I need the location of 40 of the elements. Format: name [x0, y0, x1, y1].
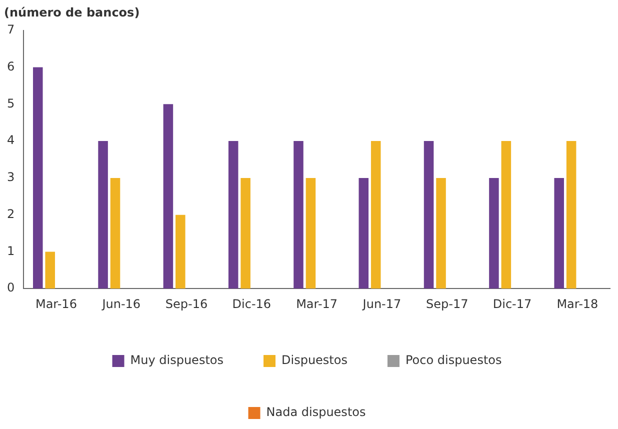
bar [228, 141, 238, 289]
bar [240, 178, 250, 289]
bar [554, 178, 564, 289]
x-tick-label: Dic-16 [232, 296, 272, 311]
legend-label: Dispuestos [281, 353, 348, 368]
x-tick-label: Mar-18 [556, 296, 598, 311]
x-tick-label: Sep-16 [165, 296, 208, 311]
bar [163, 104, 174, 289]
bar [98, 141, 108, 289]
bar [501, 141, 512, 289]
y-tick-label: 7 [6, 22, 15, 37]
bar [424, 141, 434, 289]
bar [306, 178, 316, 289]
bar [176, 214, 186, 289]
y-tick-label: 6 [6, 59, 15, 74]
x-tick-label: Jun-17 [362, 296, 402, 311]
legend-label: Muy dispuestos [130, 353, 224, 368]
x-tick-label: Jun-16 [101, 296, 141, 311]
y-tick-label: 5 [6, 96, 15, 110]
bar [489, 178, 499, 289]
bar [358, 178, 369, 289]
bar [370, 141, 381, 289]
bar [45, 252, 55, 289]
legend-label: Poco dispuestos [405, 353, 502, 368]
bar [110, 178, 120, 289]
x-tick-label: Sep-17 [426, 296, 468, 311]
bar [436, 178, 446, 289]
y-tick-label: 2 [6, 206, 15, 221]
y-tick-label: 4 [6, 133, 15, 148]
x-tick-label: Dic-17 [492, 296, 532, 311]
bar [33, 67, 43, 289]
legend-label: Nada dispuestos [266, 405, 366, 420]
x-tick-label: Mar-17 [296, 296, 338, 311]
y-tick-label: 3 [6, 170, 15, 184]
y-tick-label: 0 [6, 280, 15, 295]
x-tick-label: Mar-16 [35, 296, 77, 311]
y-tick-label: 1 [6, 244, 15, 258]
y-axis-title: (número de bancos) [4, 5, 140, 20]
bar [566, 141, 576, 289]
bar [294, 141, 304, 289]
